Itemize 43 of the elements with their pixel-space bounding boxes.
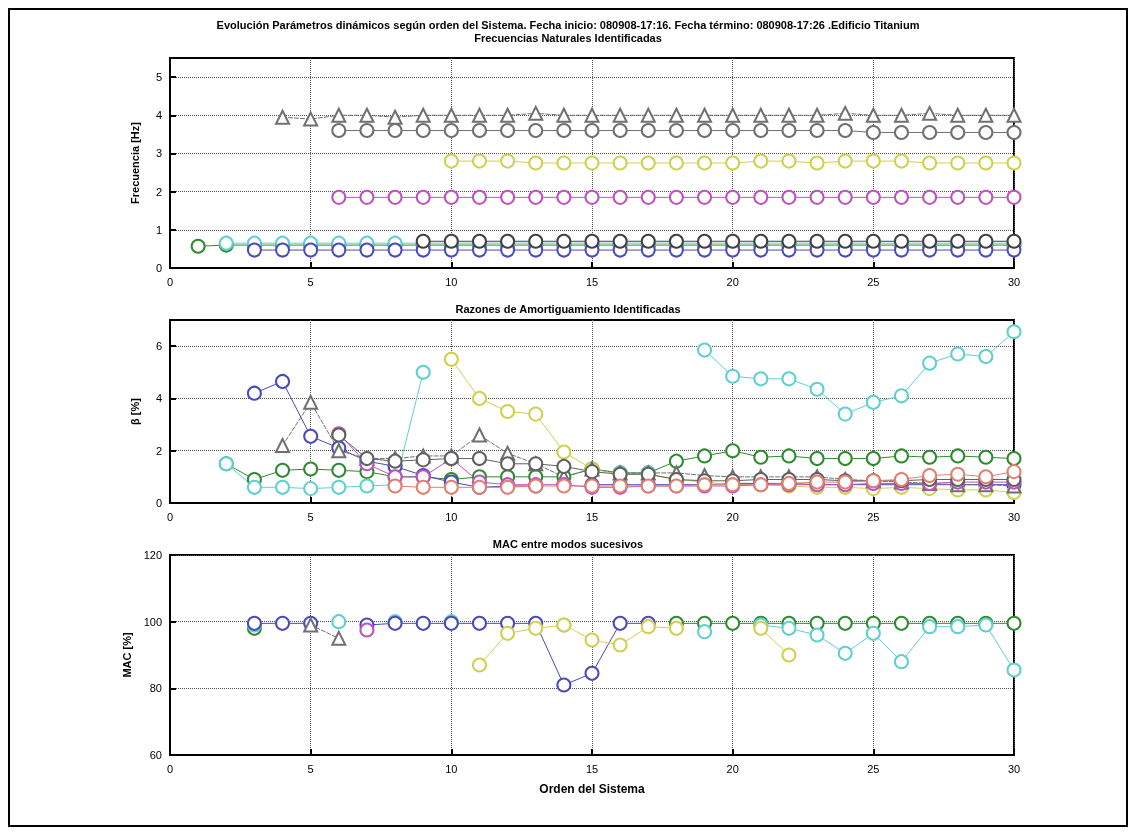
chart-title: MAC entre modos sucesivos bbox=[492, 537, 644, 550]
x-tick-label: 0 bbox=[166, 510, 174, 523]
x-tick-label: 30 bbox=[1007, 275, 1021, 288]
y-tick-label: 0 bbox=[155, 262, 162, 274]
x-tick-label: 30 bbox=[1007, 762, 1021, 775]
x-tick-label: 15 bbox=[585, 510, 599, 523]
x-tick-label: 5 bbox=[307, 762, 314, 775]
y-tick-label: 120 bbox=[143, 549, 162, 561]
x-tick-label: 0 bbox=[166, 762, 174, 775]
x-tick-label: 0 bbox=[166, 275, 174, 288]
chart-title: Evolución Parámetros dinámicos según orden del Sistema. Fecha inicio: 080908-17:16. Fecha término: 080908-17:26 .Edificio Titanium bbox=[216, 18, 920, 31]
y-tick-label: 0 bbox=[155, 497, 162, 509]
x-tick-label: 15 bbox=[585, 275, 599, 288]
y-tick-label: 100 bbox=[143, 615, 162, 628]
x-tick-label: 30 bbox=[1007, 510, 1021, 523]
chart-title: Razones de Amortiguamiento Identificadas bbox=[455, 302, 681, 315]
x-tick-label: 20 bbox=[726, 275, 739, 288]
y-tick-label: 80 bbox=[149, 682, 162, 695]
chart-subtitle: Frecuencias Naturales Identificadas bbox=[474, 31, 662, 44]
y-tick-label: 2 bbox=[155, 444, 162, 457]
x-tick-label: 20 bbox=[726, 510, 739, 523]
x-tick-label: 25 bbox=[867, 510, 880, 523]
y-axis-title: MAC [%] bbox=[121, 632, 134, 678]
x-tick-label: 10 bbox=[445, 510, 458, 523]
y-tick-label: 60 bbox=[149, 749, 162, 761]
y-tick-label: 1 bbox=[155, 223, 162, 236]
x-axis-title: Orden del Sistema bbox=[539, 782, 646, 796]
y-tick-label: 4 bbox=[155, 392, 162, 405]
x-tick-label: 5 bbox=[307, 510, 314, 523]
x-tick-label: 15 bbox=[585, 762, 599, 775]
x-tick-label: 25 bbox=[867, 275, 880, 288]
x-tick-label: 25 bbox=[867, 762, 880, 775]
y-tick-label: 6 bbox=[155, 340, 162, 353]
y-tick-label: 5 bbox=[155, 71, 162, 84]
y-axis-title: β [%] bbox=[128, 397, 141, 425]
x-tick-label: 10 bbox=[445, 762, 458, 775]
y-tick-label: 3 bbox=[155, 147, 162, 160]
x-tick-label: 5 bbox=[307, 275, 314, 288]
x-tick-label: 10 bbox=[445, 275, 458, 288]
y-tick-label: 4 bbox=[155, 109, 162, 122]
y-axis-title: Frecuencia [Hz] bbox=[128, 121, 141, 204]
y-tick-label: 2 bbox=[155, 185, 162, 198]
x-tick-label: 20 bbox=[726, 762, 739, 775]
